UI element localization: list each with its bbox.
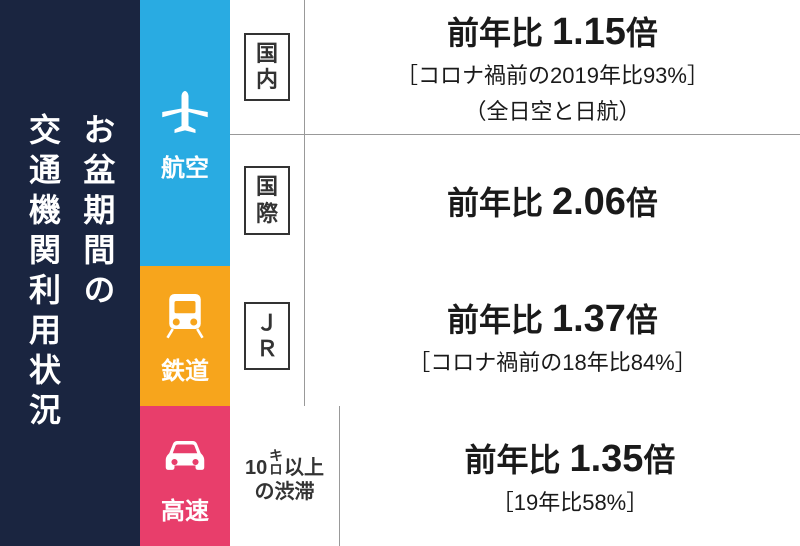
domestic-main: 前年比 1.15倍 xyxy=(447,8,658,54)
airplane-icon xyxy=(157,84,213,140)
air-text: 航空 xyxy=(161,148,209,183)
car-icon xyxy=(157,427,213,483)
title-text: お盆期間の交通機関利用状況 xyxy=(16,113,125,433)
jr-sub1: ［コロナ禍前の18年比84%］ xyxy=(408,345,697,377)
rail-text: 鉄道 xyxy=(161,351,209,386)
jam-label-line1: 10キロ以上 xyxy=(245,448,324,480)
train-icon xyxy=(157,287,213,343)
jr-value: 前年比 1.37倍 ［コロナ禍前の18年比84%］ xyxy=(305,266,800,406)
jam-label: 10キロ以上 の渋滞 xyxy=(230,406,340,546)
jr-label: ＪＲ xyxy=(230,266,305,406)
domestic-label: 国内 xyxy=(230,0,305,134)
highway-data: 10キロ以上 の渋滞 前年比 1.35倍 ［19年比58%］ xyxy=(230,406,800,546)
domestic-row: 国内 前年比 1.15倍 ［コロナ禍前の2019年比93%］ （全日空と日航） xyxy=(230,0,800,135)
air-label: 航空 xyxy=(140,0,230,266)
infographic-container: お盆期間の交通機関利用状況 航空 国内 前年比 1.15倍 ［コロナ禍前の201… xyxy=(0,0,800,546)
jr-main: 前年比 1.37倍 xyxy=(447,295,658,341)
content-column: 航空 国内 前年比 1.15倍 ［コロナ禍前の2019年比93%］ （全日空と日… xyxy=(140,0,800,546)
air-data: 国内 前年比 1.15倍 ［コロナ禍前の2019年比93%］ （全日空と日航） … xyxy=(230,0,800,266)
title-column: お盆期間の交通機関利用状況 xyxy=(0,0,140,546)
jam-main: 前年比 1.35倍 xyxy=(465,435,676,481)
domestic-sub2: （全日空と日航） xyxy=(464,94,640,126)
domestic-sub1: ［コロナ禍前の2019年比93%］ xyxy=(396,58,709,90)
highway-row: 高速 10キロ以上 の渋滞 前年比 1.35倍 ［19年比58%］ xyxy=(140,406,800,546)
international-label: 国際 xyxy=(230,135,305,266)
rail-data: ＪＲ 前年比 1.37倍 ［コロナ禍前の18年比84%］ xyxy=(230,266,800,406)
domestic-value: 前年比 1.15倍 ［コロナ禍前の2019年比93%］ （全日空と日航） xyxy=(305,0,800,134)
jam-row: 10キロ以上 の渋滞 前年比 1.35倍 ［19年比58%］ xyxy=(230,406,800,546)
rail-label: 鉄道 xyxy=(140,266,230,406)
highway-label: 高速 xyxy=(140,406,230,546)
international-value: 前年比 2.06倍 xyxy=(305,135,800,266)
jam-value: 前年比 1.35倍 ［19年比58%］ xyxy=(340,406,800,546)
international-main: 前年比 2.06倍 xyxy=(447,178,658,224)
jam-label-line2: の渋滞 xyxy=(255,480,315,504)
rail-row: 鉄道 ＪＲ 前年比 1.37倍 ［コロナ禍前の18年比84%］ xyxy=(140,266,800,406)
highway-text: 高速 xyxy=(161,491,209,526)
jam-sub1: ［19年比58%］ xyxy=(492,485,649,517)
air-row: 航空 国内 前年比 1.15倍 ［コロナ禍前の2019年比93%］ （全日空と日… xyxy=(140,0,800,266)
international-row: 国際 前年比 2.06倍 xyxy=(230,135,800,266)
jr-row: ＪＲ 前年比 1.37倍 ［コロナ禍前の18年比84%］ xyxy=(230,266,800,406)
